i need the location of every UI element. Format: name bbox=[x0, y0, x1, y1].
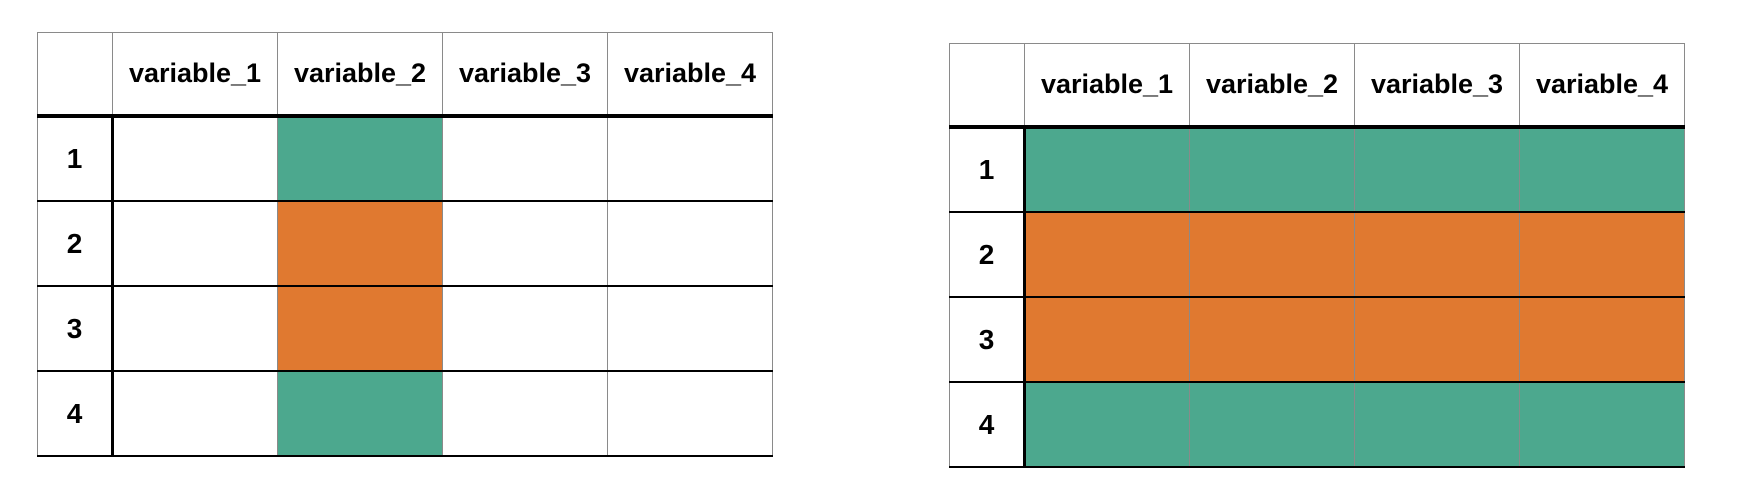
table-cell bbox=[1189, 381, 1355, 468]
table-row: 1 bbox=[37, 115, 773, 202]
row-label: 1 bbox=[37, 115, 114, 202]
table-cell bbox=[607, 200, 773, 287]
row-label: 4 bbox=[949, 381, 1026, 468]
column-header: variable_1 bbox=[1024, 43, 1190, 129]
table-row: 1 bbox=[949, 126, 1685, 213]
table-cell bbox=[112, 370, 278, 457]
table-cell bbox=[442, 285, 608, 372]
row-label: 2 bbox=[37, 200, 114, 287]
table-cell bbox=[1519, 381, 1685, 468]
row-label: 3 bbox=[949, 296, 1026, 383]
column-header: variable_3 bbox=[1354, 43, 1520, 129]
table-cell bbox=[112, 200, 278, 287]
table-cell bbox=[277, 200, 443, 287]
table-cell bbox=[1354, 126, 1520, 213]
table-cell bbox=[1189, 211, 1355, 298]
column-header: variable_4 bbox=[607, 32, 773, 118]
row-label: 3 bbox=[37, 285, 114, 372]
table-cell bbox=[277, 115, 443, 202]
table-cell bbox=[112, 115, 278, 202]
header-row: variable_1 variable_2 variable_3 variabl… bbox=[37, 32, 773, 118]
table-cell bbox=[607, 285, 773, 372]
table-cell bbox=[1189, 296, 1355, 383]
table-cell bbox=[442, 370, 608, 457]
table-cell bbox=[1519, 296, 1685, 383]
table-row: 3 bbox=[37, 285, 773, 372]
table-row: 2 bbox=[949, 211, 1685, 298]
table-cell bbox=[1354, 211, 1520, 298]
table-cell bbox=[442, 115, 608, 202]
table-cell bbox=[1519, 211, 1685, 298]
table-cell bbox=[277, 370, 443, 457]
column-header: variable_2 bbox=[1189, 43, 1355, 129]
row-label: 1 bbox=[949, 126, 1026, 213]
row-highlight-table: variable_1 variable_2 variable_3 variabl… bbox=[949, 43, 1685, 468]
table-cell bbox=[1354, 296, 1520, 383]
table-cell bbox=[1189, 126, 1355, 213]
row-label: 2 bbox=[949, 211, 1026, 298]
table-row: 4 bbox=[949, 381, 1685, 468]
table-cell bbox=[1024, 211, 1190, 298]
table-cell bbox=[1354, 381, 1520, 468]
column-header: variable_1 bbox=[112, 32, 278, 118]
table-cell bbox=[1024, 381, 1190, 468]
table-row: 4 bbox=[37, 370, 773, 457]
column-header: variable_2 bbox=[277, 32, 443, 118]
header-row: variable_1 variable_2 variable_3 variabl… bbox=[949, 43, 1685, 129]
corner-cell bbox=[949, 43, 1025, 129]
table-cell bbox=[607, 370, 773, 457]
table-cell bbox=[442, 200, 608, 287]
column-header: variable_4 bbox=[1519, 43, 1685, 129]
table-cell bbox=[112, 285, 278, 372]
table-cell bbox=[1519, 126, 1685, 213]
table-cell bbox=[277, 285, 443, 372]
column-highlight-table: variable_1 variable_2 variable_3 variabl… bbox=[37, 32, 773, 457]
corner-cell bbox=[37, 32, 113, 118]
row-label: 4 bbox=[37, 370, 114, 457]
table-cell bbox=[607, 115, 773, 202]
column-header: variable_3 bbox=[442, 32, 608, 118]
table-cell bbox=[1024, 296, 1190, 383]
table-row: 3 bbox=[949, 296, 1685, 383]
table-row: 2 bbox=[37, 200, 773, 287]
table-cell bbox=[1024, 126, 1190, 213]
